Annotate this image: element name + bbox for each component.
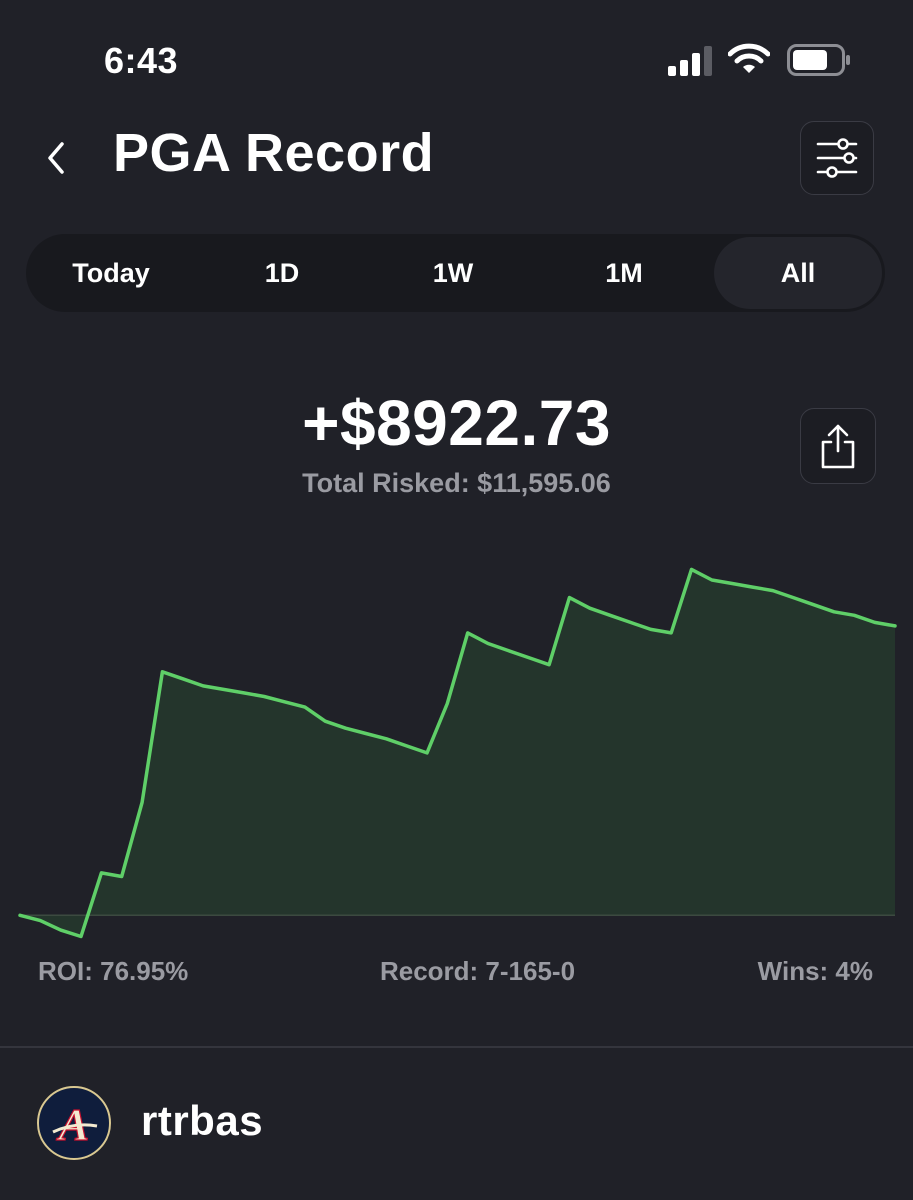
- share-icon: [821, 424, 855, 469]
- braves-logo-icon: A: [52, 1098, 98, 1151]
- divider: [0, 1046, 913, 1048]
- battery-icon: [787, 44, 850, 76]
- status-time: 6:43: [104, 40, 179, 81]
- sliders-icon: [816, 138, 858, 178]
- username[interactable]: rtrbas: [141, 1097, 264, 1144]
- profit-chart: [18, 567, 897, 939]
- total-risked: Total Risked: $11,595.06: [302, 468, 611, 498]
- share-button[interactable]: [800, 408, 876, 484]
- tab-today[interactable]: Today: [72, 257, 150, 288]
- tab-all[interactable]: All: [714, 237, 882, 309]
- filter-settings-button[interactable]: [800, 121, 874, 195]
- tab-1m[interactable]: 1M: [605, 257, 643, 288]
- record-stat: Record: 7-165-0: [379, 956, 576, 986]
- chart-series-line: [18, 567, 897, 939]
- tab-1d[interactable]: 1D: [264, 257, 300, 288]
- wifi-icon: [728, 43, 770, 73]
- roi-stat: ROI: 76.95%: [38, 956, 189, 986]
- page-title: PGA Record: [113, 123, 435, 183]
- avatar[interactable]: A: [37, 1086, 111, 1160]
- cellular-signal-icon: [668, 46, 714, 76]
- tab-1w[interactable]: 1W: [432, 257, 474, 288]
- back-chevron-icon[interactable]: [38, 138, 78, 178]
- time-range-tabs: Today 1D 1W 1M All: [26, 234, 885, 312]
- wins-stat: Wins: 4%: [757, 956, 873, 986]
- total-profit: +$8922.73: [302, 387, 611, 459]
- chart-area-fill: [20, 569, 895, 937]
